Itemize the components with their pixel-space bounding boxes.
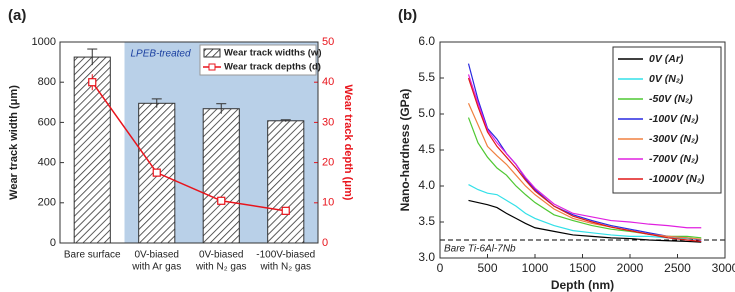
y-tick-label: 4.0	[418, 178, 435, 192]
legend-marker	[208, 63, 216, 71]
y2-tick-label: 30	[322, 116, 334, 128]
marker	[217, 196, 226, 205]
y-tick-label: 600	[38, 116, 56, 128]
x-tick-label: 0V-biased	[135, 250, 179, 261]
panel-label: (a)	[8, 7, 26, 24]
panel-label: (b)	[398, 7, 417, 24]
y-axis-label: Wear track width (μm)	[8, 85, 20, 200]
y-tick-label: 0	[50, 237, 56, 249]
x-tick-label: 500	[477, 261, 497, 275]
x-axis-label: Depth (nm)	[551, 278, 614, 292]
legend-label: Wear track widths (w)	[224, 48, 322, 59]
bar	[267, 120, 305, 244]
y2-tick-label: 50	[322, 36, 334, 48]
plot-frame	[439, 41, 726, 259]
y-tick-label: 3.0	[418, 250, 435, 264]
marker	[88, 78, 97, 87]
y-tick-label: 6.0	[418, 34, 435, 48]
x-tick-label: with N₂ gas	[259, 262, 311, 273]
y-tick-label: 400	[38, 157, 56, 169]
legend-label: -100V (N₂)	[649, 113, 699, 125]
y-tick-label: 3.5	[418, 214, 435, 228]
plot-frame	[59, 41, 319, 244]
marker	[152, 168, 161, 177]
y2-axis-label: Wear track depth (μm)	[342, 85, 354, 201]
x-tick-label: with N₂ gas	[195, 262, 247, 273]
y2-tick-label: 0	[322, 237, 328, 249]
x-tick-label: 0V-biased	[199, 250, 243, 261]
y-axis-label: Nano-hardness (GPa)	[398, 89, 412, 212]
y2-tick-label: 40	[322, 76, 334, 88]
y-tick-label: 5.0	[418, 106, 435, 120]
legend-label: Wear track depths (d)	[224, 62, 321, 73]
marker	[281, 206, 290, 215]
y-tick-label: 1000	[32, 36, 56, 48]
x-tick-label: 3000	[712, 261, 735, 275]
legend-label: -300V (N₂)	[649, 133, 699, 145]
reference-label: Bare Ti-6Al-7Nb	[444, 244, 516, 255]
x-tick-label: 2000	[617, 261, 644, 275]
legend-label: -700V (N₂)	[649, 153, 699, 165]
legend-label: 0V (N₂)	[649, 73, 684, 85]
y-tick-label: 200	[38, 197, 56, 209]
series-line	[467, 77, 702, 243]
highlight-label: LPEB-treated	[131, 49, 191, 60]
legend-box	[612, 46, 722, 194]
y-tick-label: 5.5	[418, 70, 435, 84]
x-tick-label: Bare surface	[64, 250, 121, 261]
x-tick-label: 1500	[569, 261, 596, 275]
depth-line	[91, 81, 286, 212]
y2-tick-label: 20	[322, 157, 334, 169]
x-tick-label: 1000	[522, 261, 549, 275]
x-tick-label: with Ar gas	[131, 262, 181, 273]
x-tick-label: -100V-biased	[256, 250, 315, 261]
legend-label: -50V (N₂)	[649, 93, 693, 105]
series-line	[467, 74, 702, 229]
bar	[202, 108, 240, 244]
x-tick-label: 2500	[664, 261, 691, 275]
y-tick-label: 800	[38, 76, 56, 88]
legend-swatch	[203, 48, 221, 58]
series-line	[468, 199, 702, 243]
legend-label: 0V (Ar)	[649, 53, 684, 65]
series-line	[468, 184, 702, 240]
y2-tick-label: 10	[322, 197, 334, 209]
legend-label: -1000V (N₂)	[649, 173, 705, 185]
x-tick-label: 0	[437, 261, 444, 275]
y-tick-label: 4.5	[418, 142, 435, 156]
